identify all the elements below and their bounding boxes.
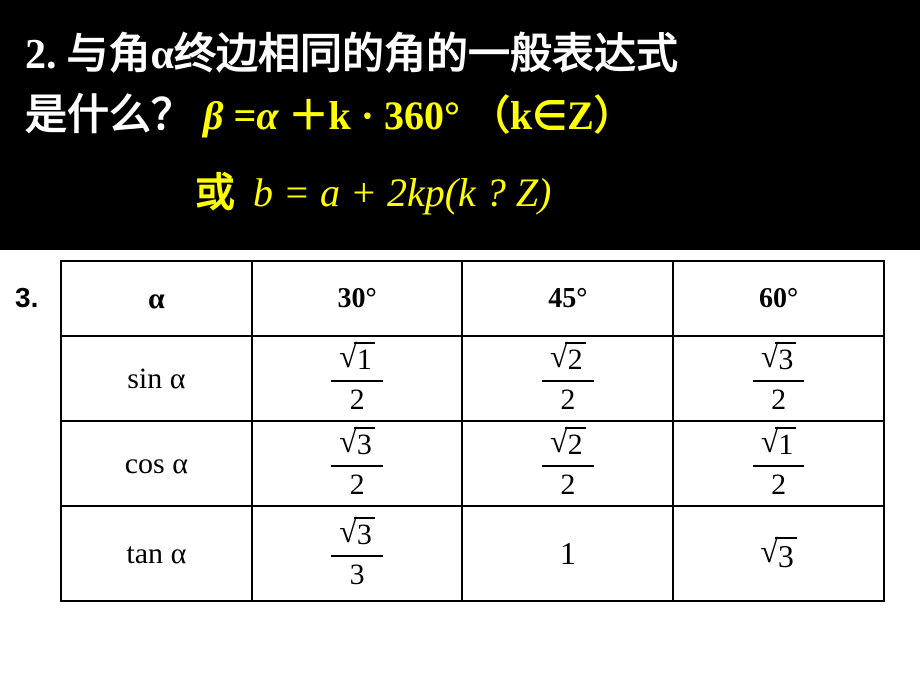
row-tan-label: tan α — [61, 506, 252, 601]
cell-sin-60: √32 — [673, 336, 884, 421]
formula-1: β =α ＋k · 360° （k∈Z） — [203, 83, 634, 141]
table-row: tan α √33 1 √3 — [61, 506, 884, 601]
trig-table: α 30° 45° 60° sin α √12 √22 √32 cos α √3… — [60, 260, 885, 602]
q-text-2: 终边相同的角的一般表达式 — [174, 20, 678, 81]
table-row: sin α √12 √22 √32 — [61, 336, 884, 421]
formula-eq: = — [224, 93, 257, 138]
alpha-symbol-2: α — [256, 93, 278, 138]
question-line-1: 2. 与角 α 终边相同的角的一般表达式 — [25, 20, 895, 81]
question-number: 2. — [25, 31, 57, 79]
formula-line-2: 或 b = a + 2kp(k ? Z) — [25, 160, 895, 218]
cell-cos-60: √12 — [673, 421, 884, 506]
cell-tan-60: √3 — [673, 506, 884, 601]
question-3-number: 3. — [15, 282, 50, 314]
cell-tan-30: √33 — [252, 506, 463, 601]
question-line-2: 是什么？ β =α ＋k · 360° （k∈Z） — [25, 81, 895, 142]
question-block: 2. 与角 α 终边相同的角的一般表达式 是什么？ β =α ＋k · 360°… — [0, 0, 920, 228]
header-45: 45° — [462, 261, 673, 336]
table-row: cos α √32 √22 √12 — [61, 421, 884, 506]
header-60: 60° — [673, 261, 884, 336]
table-header-row: α 30° 45° 60° — [61, 261, 884, 336]
cell-tan-45: 1 — [462, 506, 673, 601]
cell-cos-30: √32 — [252, 421, 463, 506]
header-alpha: α — [61, 261, 252, 336]
formula-2: b = a + 2kp(k ? Z) — [253, 169, 551, 216]
q-text-3: 是什么？ — [25, 81, 193, 142]
header-30: 30° — [252, 261, 463, 336]
table-section: 3. α 30° 45° 60° sin α √12 √22 √32 cos α… — [0, 250, 920, 700]
cell-sin-45: √22 — [462, 336, 673, 421]
q-text-1: 与角 — [67, 20, 151, 81]
or-text: 或 — [195, 160, 235, 218]
cell-cos-45: √22 — [462, 421, 673, 506]
row-cos-label: cos α — [61, 421, 252, 506]
q-alpha: α — [151, 31, 174, 79]
row-sin-label: sin α — [61, 336, 252, 421]
beta-symbol: β — [203, 93, 224, 138]
formula-rest: ＋k · 360° （k∈Z） — [278, 93, 633, 138]
cell-sin-30: √12 — [252, 336, 463, 421]
